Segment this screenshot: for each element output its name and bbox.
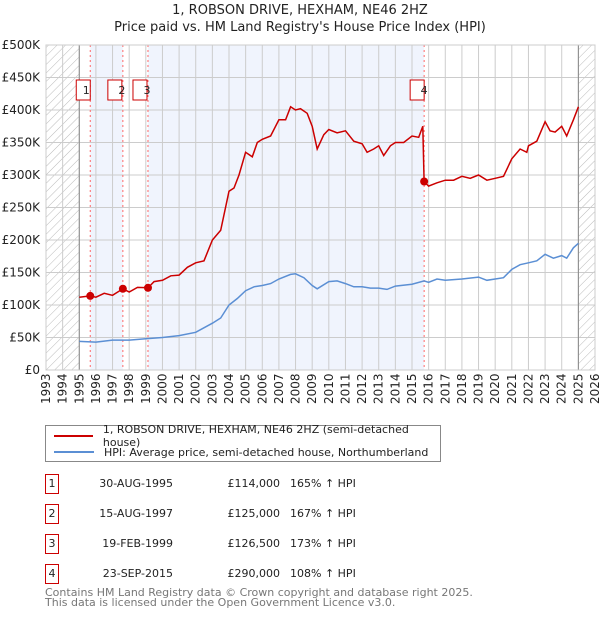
x-tick-label: 1999 — [139, 373, 153, 404]
sale-row: 1 30-AUG-1995 £114,000 165% ↑ HPI — [45, 474, 445, 494]
sale-number: 2 — [45, 504, 59, 524]
x-tick-label: 1995 — [72, 373, 86, 404]
x-tick-label: 2002 — [189, 373, 203, 404]
sale-row: 4 23-SEP-2015 £290,000 108% ↑ HPI — [45, 564, 445, 584]
sale-number: 3 — [45, 534, 59, 554]
x-tick-label: 2024 — [555, 373, 569, 404]
plot-border — [45, 44, 596, 371]
y-tick-label: £200K — [2, 233, 42, 247]
y-tick-label: £0 — [25, 363, 40, 377]
sale-date: 30-AUG-1995 — [99, 477, 173, 490]
property-series-line — [79, 105, 580, 298]
chart-title-line1: 1, ROBSON DRIVE, HEXHAM, NE46 2HZ — [172, 3, 428, 18]
sale-label-number: 3 — [143, 84, 150, 97]
y-tick-label: £50K — [9, 331, 41, 345]
x-tick-label: 2025 — [571, 373, 585, 404]
x-tick-label: 1996 — [89, 373, 103, 404]
sale-hpi-change: 108% ↑ HPI — [290, 567, 356, 580]
sale-point — [118, 284, 127, 293]
x-tick-label: 2001 — [172, 373, 186, 404]
footer-copyright: Contains HM Land Registry data © Crown c… — [45, 586, 473, 599]
x-tick-label: 2019 — [472, 373, 486, 404]
footer: Contains HM Land Registry data © Crown c… — [45, 586, 473, 609]
footer-licence: This data is licensed under the Open Gov… — [45, 596, 396, 609]
hpi-series-line — [79, 242, 579, 343]
x-tick-label: 1997 — [106, 373, 120, 404]
legend-item-property: 1, ROBSON DRIVE, HEXHAM, NE46 2HZ (semi-… — [54, 423, 440, 449]
sale-point — [86, 291, 95, 300]
sale-price: £114,000 — [227, 477, 281, 490]
sale-row: 2 15-AUG-1997 £125,000 167% ↑ HPI — [45, 504, 445, 524]
x-tick-label: 2008 — [289, 373, 303, 404]
y-tick-label: £150K — [2, 266, 42, 280]
x-tick-label: 2017 — [438, 373, 452, 404]
x-tick-label: 1994 — [56, 373, 70, 404]
x-tick-label: 2015 — [405, 373, 419, 404]
sale-label-box — [107, 79, 123, 101]
y-tick-label: £400K — [2, 103, 42, 117]
x-tick-label: 2006 — [255, 373, 269, 404]
x-tick-label: 2010 — [322, 373, 336, 404]
sale-price: £125,000 — [227, 507, 281, 520]
sale-hpi-change: 167% ↑ HPI — [290, 507, 356, 520]
x-tick-label: 1998 — [122, 373, 136, 404]
sale-number: 4 — [45, 564, 59, 584]
x-tick-label: 2003 — [205, 373, 219, 404]
y-tick-label: £250K — [2, 201, 42, 215]
sale-label-number: 4 — [421, 84, 428, 97]
sale-price: £126,500 — [227, 537, 281, 550]
sale-label-box — [132, 79, 148, 101]
legend-swatch-red — [54, 435, 93, 437]
x-tick-label: 2026 — [588, 373, 600, 404]
y-tick-label: £450K — [2, 71, 42, 85]
sale-label-box — [409, 79, 425, 101]
sale-point — [143, 283, 152, 292]
x-tick-label: 2009 — [305, 373, 319, 404]
x-tick-label: 2023 — [538, 373, 552, 404]
x-tick-label: 2014 — [388, 373, 402, 404]
sale-label-box — [75, 79, 91, 101]
sale-label-number: 2 — [118, 84, 125, 97]
x-tick-label: 2021 — [505, 373, 519, 404]
y-tick-label: £100K — [2, 298, 42, 312]
sale-date: 23-SEP-2015 — [102, 567, 173, 580]
x-tick-label: 2007 — [272, 373, 286, 404]
x-tick-label: 2022 — [521, 373, 535, 404]
x-tick-label: 2013 — [372, 373, 386, 404]
x-tick-label: 2004 — [222, 373, 236, 404]
x-tick-label: 2020 — [488, 373, 502, 404]
sale-hpi-change: 165% ↑ HPI — [290, 477, 356, 490]
x-tick-label: 2016 — [422, 373, 436, 404]
sale-date: 15-AUG-1997 — [99, 507, 173, 520]
sale-date: 19-FEB-1999 — [102, 537, 173, 550]
sale-price: £290,000 — [227, 567, 281, 580]
sale-point — [420, 177, 429, 186]
x-tick-label: 1993 — [39, 373, 53, 404]
chart-legend: 1, ROBSON DRIVE, HEXHAM, NE46 2HZ (semi-… — [45, 423, 441, 462]
y-tick-label: £300K — [2, 168, 42, 182]
y-tick-label: £500K — [2, 38, 42, 52]
legend-swatch-blue — [54, 451, 94, 453]
x-tick-label: 2000 — [155, 373, 169, 404]
legend-label: HPI: Average price, semi-detached house,… — [104, 445, 429, 459]
x-tick-label: 2012 — [355, 373, 369, 404]
x-tick-label: 2011 — [338, 373, 352, 404]
x-tick-label: 2018 — [455, 373, 469, 404]
sale-label-number: 1 — [83, 84, 90, 97]
legend-label: 1, ROBSON DRIVE, HEXHAM, NE46 2HZ (semi-… — [102, 423, 409, 449]
x-tick-label: 2005 — [239, 373, 253, 404]
chart-title-line2: Price paid vs. HM Land Registry's House … — [114, 20, 486, 35]
legend-item-hpi: HPI: Average price, semi-detached house,… — [54, 444, 428, 460]
sale-row: 3 19-FEB-1999 £126,500 173% ↑ HPI — [45, 534, 445, 554]
sale-hpi-change: 173% ↑ HPI — [290, 537, 356, 550]
price-chart: £0 £50K £100K £150K £200K £250K £300K £350K £400… — [2, 38, 600, 404]
y-tick-label: £350K — [2, 136, 42, 150]
sale-number: 1 — [45, 474, 59, 494]
